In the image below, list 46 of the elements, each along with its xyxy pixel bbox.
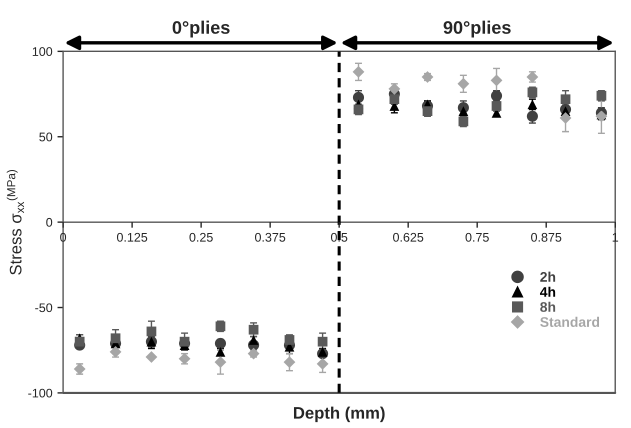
point <box>74 336 85 347</box>
point <box>216 347 226 357</box>
legend-label: Standard <box>540 316 600 327</box>
y-tick-label: -100 <box>28 388 52 398</box>
point <box>318 336 328 347</box>
point <box>284 335 294 345</box>
point <box>318 347 328 357</box>
point <box>248 335 258 345</box>
point <box>422 106 432 116</box>
legend-label: 2h <box>540 272 556 282</box>
legend-label: 4h <box>540 286 556 297</box>
point <box>388 83 400 95</box>
y-tick-label: 0 <box>46 218 52 227</box>
y-tick-label: 100 <box>32 47 52 56</box>
point <box>458 106 468 116</box>
x-axis-title: Depth (mm) <box>294 406 385 422</box>
point <box>146 351 158 363</box>
point <box>526 110 538 122</box>
point <box>146 326 156 336</box>
point <box>490 74 502 86</box>
y-axis-title: Stress σ$_{xx}$$^{(MPa)}$ <box>6 170 24 275</box>
x-tick-label: 0.75 <box>466 232 489 242</box>
point <box>316 358 328 370</box>
point <box>248 324 258 335</box>
point <box>390 94 400 104</box>
x-tick-label: 0.625 <box>393 232 424 242</box>
y-tick-label: -50 <box>35 303 52 312</box>
x-tick-label: 0.125 <box>116 232 148 242</box>
point <box>110 333 120 344</box>
x-tick-label: 0.875 <box>531 232 562 242</box>
point <box>352 66 364 78</box>
x-tick-label: 0.375 <box>254 232 286 242</box>
legend-label: 8h <box>540 302 556 312</box>
point <box>560 112 572 124</box>
point <box>284 356 296 368</box>
point <box>352 92 364 104</box>
point <box>458 78 470 90</box>
text: 0°plies <box>172 20 230 38</box>
point <box>596 110 608 122</box>
y-tick-label: 50 <box>39 132 52 142</box>
text: 90°plies <box>444 20 511 38</box>
point <box>214 356 226 368</box>
point <box>110 346 122 358</box>
x-tick-label: 0.25 <box>189 232 213 242</box>
point <box>560 94 570 104</box>
point <box>214 338 226 349</box>
